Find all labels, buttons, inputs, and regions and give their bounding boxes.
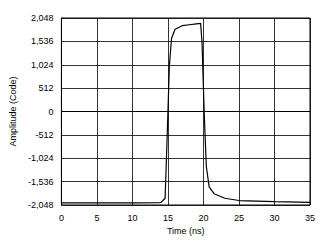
svg-text:15: 15 [163, 213, 173, 223]
svg-text:25: 25 [234, 213, 244, 223]
svg-text:-512: -512 [35, 130, 53, 140]
svg-text:-1,024: -1,024 [28, 153, 54, 163]
svg-text:512: 512 [38, 83, 53, 93]
svg-text:5: 5 [94, 213, 99, 223]
svg-text:-1,536: -1,536 [28, 177, 54, 187]
svg-text:Time (ns): Time (ns) [167, 226, 205, 236]
svg-text:0: 0 [48, 107, 53, 117]
svg-text:2,048: 2,048 [31, 13, 54, 23]
svg-text:10: 10 [127, 213, 137, 223]
svg-text:1,024: 1,024 [31, 60, 54, 70]
svg-text:-2,048: -2,048 [28, 200, 54, 210]
svg-text:1,536: 1,536 [31, 36, 54, 46]
svg-text:0: 0 [59, 213, 64, 223]
svg-text:35: 35 [305, 213, 315, 223]
svg-text:Amplitude (Code): Amplitude (Code) [8, 76, 18, 146]
svg-text:30: 30 [269, 213, 279, 223]
svg-text:20: 20 [198, 213, 208, 223]
